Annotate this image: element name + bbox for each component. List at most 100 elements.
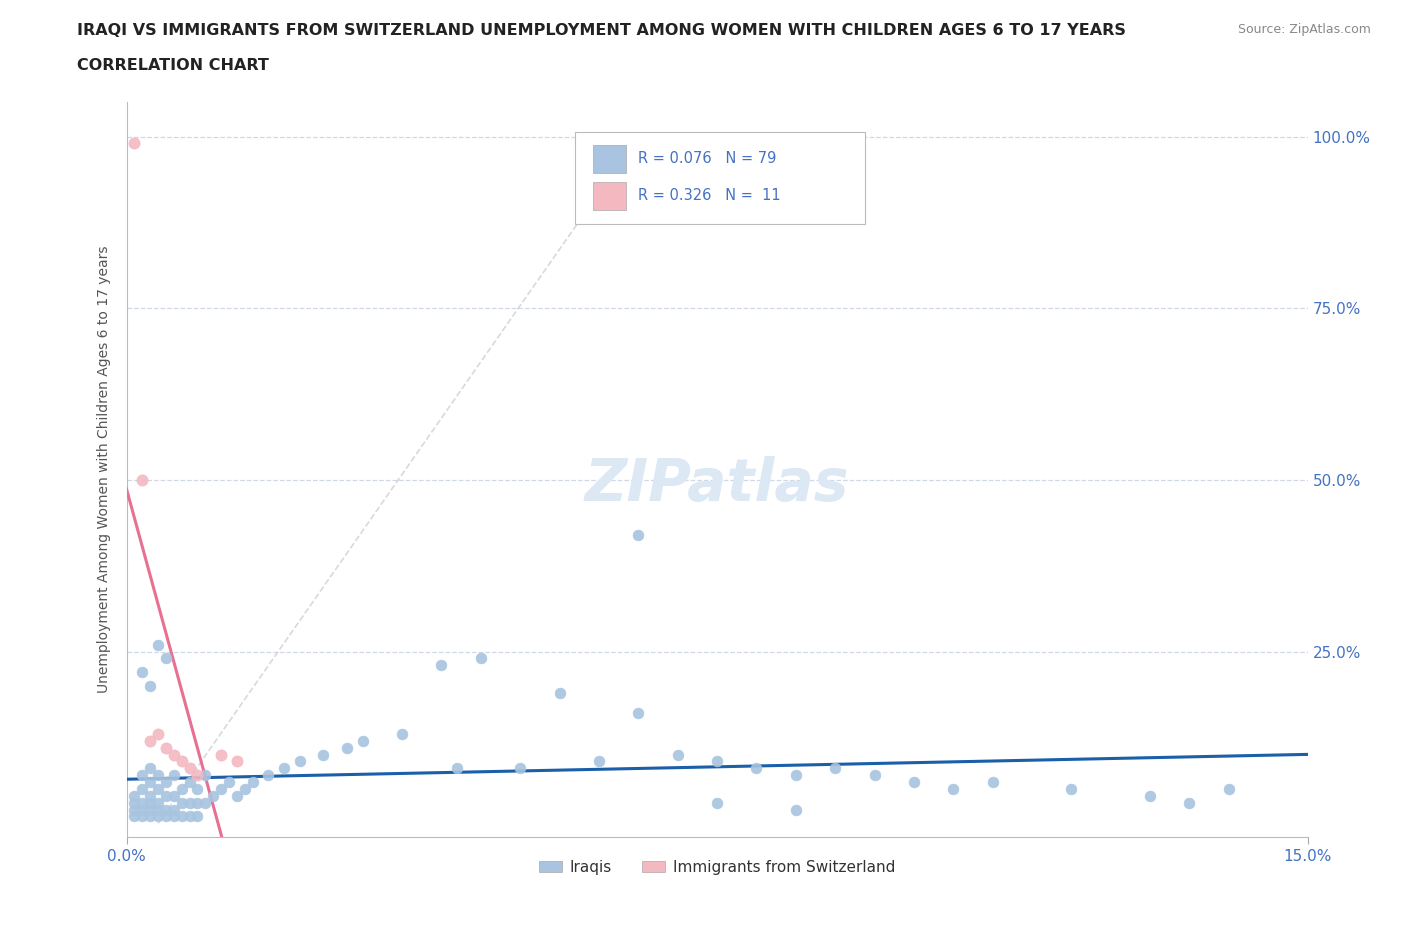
- Point: [139, 734, 162, 749]
- Point: [509, 761, 531, 776]
- Point: [146, 795, 169, 810]
- Point: [163, 768, 186, 783]
- Point: [155, 651, 177, 666]
- Point: [179, 761, 201, 776]
- Point: [903, 775, 925, 790]
- Point: [470, 651, 492, 666]
- Point: [139, 802, 162, 817]
- Point: [124, 789, 146, 804]
- Point: [225, 789, 247, 804]
- Point: [131, 795, 153, 810]
- Text: ZIPatlas: ZIPatlas: [585, 456, 849, 512]
- Point: [627, 706, 650, 721]
- Point: [233, 781, 256, 796]
- Point: [131, 472, 153, 487]
- Point: [139, 761, 162, 776]
- Point: [139, 795, 162, 810]
- Text: CORRELATION CHART: CORRELATION CHART: [77, 58, 269, 73]
- Point: [1139, 789, 1161, 804]
- Point: [155, 775, 177, 790]
- Point: [131, 768, 153, 783]
- Point: [124, 809, 146, 824]
- Bar: [593, 181, 626, 209]
- Point: [745, 761, 768, 776]
- Point: [163, 802, 186, 817]
- Text: R = 0.076   N = 79: R = 0.076 N = 79: [638, 152, 776, 166]
- Point: [391, 726, 413, 741]
- Point: [155, 809, 177, 824]
- Point: [202, 789, 225, 804]
- Point: [139, 775, 162, 790]
- Legend: Iraqis, Immigrants from Switzerland: Iraqis, Immigrants from Switzerland: [533, 854, 901, 881]
- Point: [1178, 795, 1201, 810]
- Point: [179, 809, 201, 824]
- Point: [273, 761, 295, 776]
- Point: [155, 740, 177, 755]
- FancyBboxPatch shape: [575, 132, 865, 223]
- Point: [1060, 781, 1083, 796]
- Point: [186, 809, 208, 824]
- Point: [706, 795, 728, 810]
- Point: [627, 527, 650, 542]
- Point: [548, 685, 571, 700]
- Point: [146, 637, 169, 652]
- Point: [170, 809, 193, 824]
- Bar: [593, 145, 626, 173]
- Text: R = 0.326   N =  11: R = 0.326 N = 11: [638, 188, 780, 203]
- Point: [785, 802, 807, 817]
- Point: [124, 802, 146, 817]
- Point: [288, 754, 311, 769]
- Point: [139, 809, 162, 824]
- Point: [430, 658, 453, 672]
- Point: [146, 802, 169, 817]
- Point: [139, 679, 162, 694]
- Point: [186, 795, 208, 810]
- Point: [194, 795, 217, 810]
- Point: [336, 740, 359, 755]
- Point: [179, 775, 201, 790]
- Point: [146, 781, 169, 796]
- Point: [139, 789, 162, 804]
- Point: [225, 754, 247, 769]
- Point: [242, 775, 264, 790]
- Point: [863, 768, 886, 783]
- Point: [155, 802, 177, 817]
- Y-axis label: Unemployment Among Women with Children Ages 6 to 17 years: Unemployment Among Women with Children A…: [97, 246, 111, 694]
- Point: [170, 754, 193, 769]
- Point: [124, 136, 146, 151]
- Point: [186, 781, 208, 796]
- Point: [155, 789, 177, 804]
- Point: [146, 768, 169, 783]
- Point: [194, 768, 217, 783]
- Point: [209, 781, 232, 796]
- Point: [163, 789, 186, 804]
- Text: Source: ZipAtlas.com: Source: ZipAtlas.com: [1237, 23, 1371, 36]
- Point: [131, 665, 153, 680]
- Point: [824, 761, 846, 776]
- Point: [1218, 781, 1240, 796]
- Point: [163, 747, 186, 762]
- Point: [785, 768, 807, 783]
- Point: [588, 754, 610, 769]
- Point: [131, 809, 153, 824]
- Point: [131, 802, 153, 817]
- Point: [942, 781, 965, 796]
- Point: [446, 761, 468, 776]
- Point: [186, 768, 208, 783]
- Point: [981, 775, 1004, 790]
- Point: [312, 747, 335, 762]
- Point: [257, 768, 280, 783]
- Point: [163, 809, 186, 824]
- Point: [170, 781, 193, 796]
- Point: [218, 775, 240, 790]
- Point: [170, 795, 193, 810]
- Point: [209, 747, 232, 762]
- Point: [666, 747, 689, 762]
- Point: [179, 795, 201, 810]
- Point: [124, 795, 146, 810]
- Text: IRAQI VS IMMIGRANTS FROM SWITZERLAND UNEMPLOYMENT AMONG WOMEN WITH CHILDREN AGES: IRAQI VS IMMIGRANTS FROM SWITZERLAND UNE…: [77, 23, 1126, 38]
- Point: [146, 726, 169, 741]
- Point: [131, 781, 153, 796]
- Point: [706, 754, 728, 769]
- Point: [352, 734, 374, 749]
